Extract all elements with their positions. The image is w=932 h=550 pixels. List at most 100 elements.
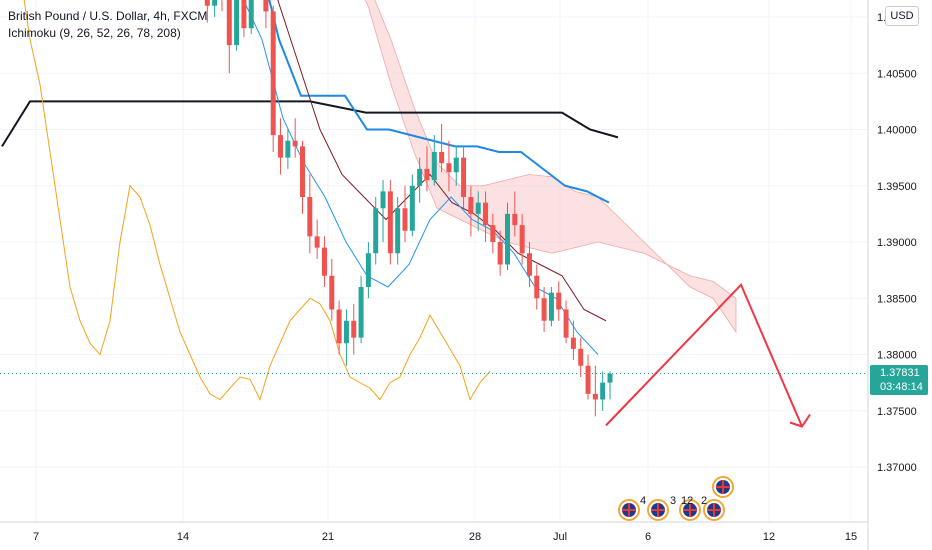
time-tick-label: 7	[33, 531, 39, 543]
candle-body[interactable]	[512, 213, 518, 226]
trend-drawing[interactable]	[605, 282, 811, 428]
candle-body[interactable]	[329, 275, 335, 310]
candle-body[interactable]	[475, 202, 481, 214]
candle-body[interactable]	[212, 0, 218, 6]
candle-body[interactable]	[548, 292, 554, 321]
arrow-head[interactable]	[789, 413, 811, 428]
candle-body[interactable]	[592, 393, 598, 400]
flag-cross-icon	[716, 480, 730, 494]
time-tick-label: 28	[469, 531, 481, 543]
candle-countdown: 03:48:14	[880, 381, 923, 393]
event-count-label[interactable]: 2	[701, 495, 707, 507]
price-tick-label: 1.40500	[877, 68, 917, 80]
candle-body[interactable]	[248, 0, 254, 29]
chikou-line	[23, 0, 491, 401]
candle-body[interactable]	[461, 157, 467, 197]
price-axis[interactable]: 1.410001.405001.400001.395001.390001.385…	[877, 12, 917, 474]
price-tick-label: 1.38000	[877, 350, 917, 362]
candle-body[interactable]	[387, 191, 393, 254]
candle-body[interactable]	[300, 146, 305, 197]
indicator-label[interactable]: Ichimoku (9, 26, 52, 26, 78, 208)	[8, 26, 181, 40]
candle-body[interactable]	[241, 0, 247, 29]
time-tick-label: 6	[645, 531, 651, 543]
candle-body[interactable]	[234, 0, 240, 46]
candle-body[interactable]	[541, 298, 547, 321]
currency-button[interactable]: USD	[885, 6, 919, 26]
candle-body[interactable]	[526, 253, 532, 276]
candle-body[interactable]	[563, 309, 569, 338]
price-tick-label: 1.37500	[877, 406, 917, 418]
cloud-area	[364, 0, 737, 334]
candle-body[interactable]	[395, 208, 401, 254]
event-count-label[interactable]: 4	[640, 495, 646, 507]
candle-body[interactable]	[226, 0, 232, 46]
flag-cross-icon	[622, 503, 636, 517]
price-tick-label: 1.39000	[877, 237, 917, 249]
candle-body[interactable]	[505, 213, 510, 265]
candle-body[interactable]	[585, 365, 591, 394]
current-price-value: 1.37831	[880, 367, 920, 379]
grid-lines	[0, 0, 869, 550]
candle-body[interactable]	[446, 163, 452, 173]
current-price-badge: 1.37831 03:48:14	[870, 365, 928, 395]
candle-body[interactable]	[314, 236, 320, 248]
candle-body[interactable]	[519, 225, 525, 254]
candlesticks[interactable]	[198, 0, 613, 417]
candle-body[interactable]	[343, 320, 349, 344]
candle-body[interactable]	[578, 348, 584, 366]
event-count-label[interactable]: 3	[670, 495, 676, 507]
candle-body[interactable]	[351, 320, 357, 338]
black-line	[1, 100, 619, 147]
candle-body[interactable]	[270, 11, 276, 136]
trend-path[interactable]	[605, 282, 803, 427]
senkou-line	[268, 0, 610, 204]
price-tick-label: 1.38500	[877, 293, 917, 305]
candle-body[interactable]	[402, 208, 408, 231]
candle-body[interactable]	[285, 140, 291, 158]
candle-body[interactable]	[468, 197, 474, 214]
time-tick-label: 14	[177, 531, 189, 543]
candle-body[interactable]	[453, 157, 459, 173]
time-tick-label: 12	[763, 531, 775, 543]
candle-body[interactable]	[570, 337, 576, 349]
time-tick-label: 15	[845, 531, 857, 543]
candle-body[interactable]	[278, 135, 284, 158]
candle-body[interactable]	[358, 287, 364, 338]
candle-body[interactable]	[307, 197, 313, 237]
candle-body[interactable]	[292, 140, 298, 147]
candle-body[interactable]	[373, 208, 379, 254]
flag-cross-icon	[707, 503, 721, 517]
candle-body[interactable]	[497, 242, 503, 265]
time-tick-label: 21	[322, 531, 334, 543]
economic-events[interactable]: 4 3 12 2	[618, 476, 734, 521]
candle-body[interactable]	[336, 309, 342, 344]
event-count-label[interactable]: 12	[681, 495, 693, 507]
candle-body[interactable]	[424, 168, 430, 181]
time-axis[interactable]: 7 14 21 28 Jul 6 12 15	[33, 531, 857, 543]
candle-body[interactable]	[600, 382, 606, 400]
time-tick-label: Jul	[553, 531, 567, 543]
price-tick-label: 1.40000	[877, 125, 917, 137]
candle-body[interactable]	[204, 0, 210, 6]
candle-body[interactable]	[380, 191, 386, 209]
chart-legend: British Pound / U.S. Dollar, 4h, FXCM Ic…	[8, 8, 207, 42]
flag-cross-icon	[651, 503, 665, 517]
candle-body[interactable]	[490, 225, 496, 242]
candle-body[interactable]	[439, 152, 445, 164]
candle-body[interactable]	[483, 202, 489, 226]
candle-body[interactable]	[431, 152, 437, 181]
candle-body[interactable]	[321, 247, 327, 276]
price-tick-label: 1.37000	[877, 462, 917, 474]
candle-body[interactable]	[607, 373, 613, 383]
candle-body[interactable]	[365, 253, 371, 287]
candle-body[interactable]	[409, 185, 415, 231]
symbol-title[interactable]: British Pound / U.S. Dollar, 4h, FXCM	[8, 9, 208, 23]
candle-body[interactable]	[556, 292, 562, 310]
candle-body[interactable]	[534, 275, 540, 299]
price-tick-label: 1.39500	[877, 181, 917, 193]
candle-body[interactable]	[417, 168, 423, 186]
candle-body[interactable]	[263, 0, 269, 12]
ichimoku-cloud	[364, 0, 737, 334]
flag-cross-icon	[683, 503, 697, 517]
